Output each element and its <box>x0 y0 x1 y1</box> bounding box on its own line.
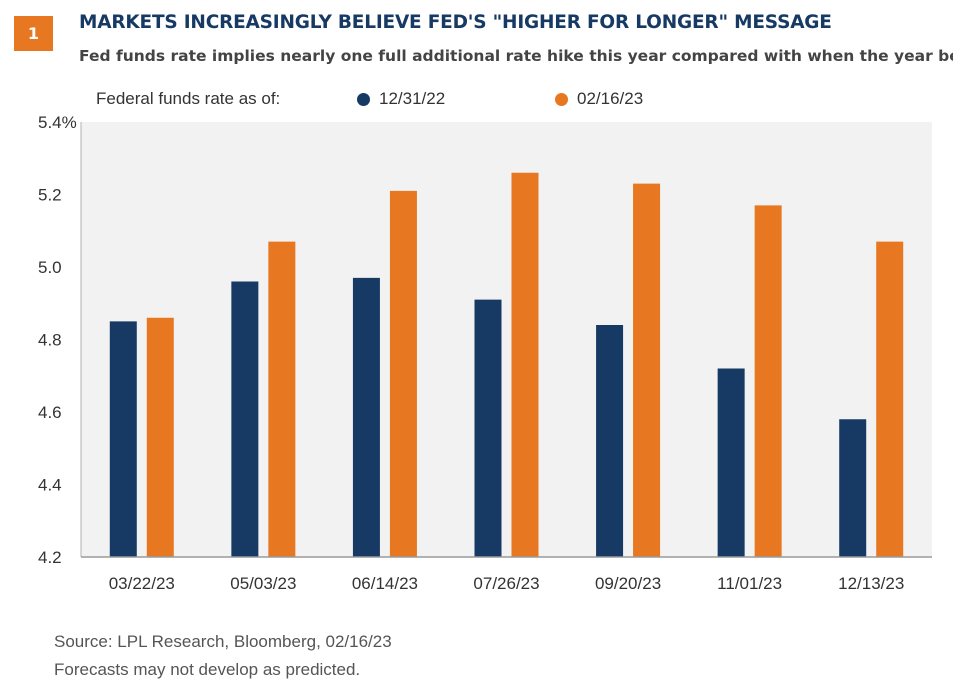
figure-number-badge: 1 <box>14 16 53 51</box>
source-note: Source: LPL Research, Bloomberg, 02/16/2… <box>54 632 392 651</box>
y-tick-label: 4.4 <box>38 476 62 495</box>
plot-background <box>81 122 932 557</box>
bar-series-1 <box>231 281 259 557</box>
y-tick-label: 4.2 <box>38 548 62 567</box>
bar-chart: 4.2 4.4 4.6 4.8 5.0 5.2 5.4% 03/22/23 05/03/23 06… <box>38 113 932 593</box>
bar-series-2 <box>876 241 904 557</box>
bar-series-2 <box>633 183 661 557</box>
y-tick-label: 5.2 <box>38 186 62 205</box>
y-tick-label: 4.8 <box>38 331 62 350</box>
legend-dot-icon <box>357 92 370 106</box>
disclaimer-note: Forecasts may not develop as predicted. <box>54 660 361 679</box>
x-tick-label: 07/26/23 <box>473 574 539 593</box>
bar-series-2 <box>389 190 417 557</box>
x-tick-label: 06/14/23 <box>352 574 418 593</box>
y-tick-label: 5.4% <box>38 113 77 132</box>
chart-title: MARKETS INCREASINGLY BELIEVE FED'S "HIGH… <box>79 12 832 33</box>
x-tick-label: 11/01/23 <box>717 574 782 593</box>
legend-dot-icon <box>555 92 568 106</box>
legend-title: Federal funds rate as of: <box>96 89 281 108</box>
bar-series-1 <box>717 368 745 557</box>
chart-subtitle: Fed funds rate implies nearly one full a… <box>79 47 953 65</box>
x-tick-label: 09/20/23 <box>595 574 661 593</box>
bar-series-1 <box>109 321 137 557</box>
bar-series-2 <box>146 317 174 557</box>
bar-series-1 <box>352 277 380 557</box>
bar-series-2 <box>268 241 296 557</box>
legend-item-series-1: 12/31/22 <box>357 89 445 109</box>
y-tick-label: 5.0 <box>38 258 62 277</box>
y-tick-label: 4.6 <box>38 403 62 422</box>
x-tick-label: 03/22/23 <box>109 574 175 593</box>
bar-series-1 <box>596 325 624 557</box>
bar-series-1 <box>839 419 867 557</box>
legend-label: 12/31/22 <box>379 89 446 108</box>
bar-series-2 <box>754 205 782 557</box>
bar-series-2 <box>511 172 539 557</box>
legend-label: 02/16/23 <box>577 89 644 108</box>
legend-item-series-2: 02/16/23 <box>555 89 643 109</box>
bar-series-1 <box>474 299 502 557</box>
x-tick-label: 12/13/23 <box>838 574 904 593</box>
x-tick-label: 05/03/23 <box>230 574 296 593</box>
